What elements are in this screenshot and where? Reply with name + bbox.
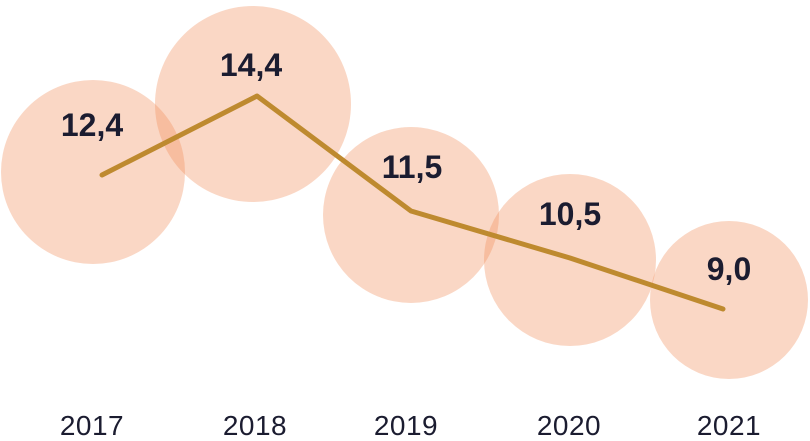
data-bubble-2018 xyxy=(155,6,351,202)
x-axis-label-2019: 2019 xyxy=(374,410,438,441)
data-bubble-2019 xyxy=(323,127,499,303)
value-label-2018: 14,4 xyxy=(220,47,282,83)
x-axis-label-2020: 2020 xyxy=(537,410,601,441)
x-axis-label-2021: 2021 xyxy=(697,410,761,441)
trend-line-layer xyxy=(99,93,726,312)
value-label-2017: 12,4 xyxy=(61,107,123,143)
trend-line xyxy=(99,93,726,312)
data-bubble-2017 xyxy=(1,80,185,264)
data-bubble-2021 xyxy=(650,221,808,379)
value-label-2021: 9,0 xyxy=(707,251,751,287)
value-label-2019: 11,5 xyxy=(382,149,443,185)
x-axis-label-2017: 2017 xyxy=(60,410,124,441)
x-axis-labels-layer: 2017 2018 2019 2020 2021 xyxy=(60,410,761,441)
value-label-2020: 10,5 xyxy=(539,196,601,232)
value-labels-layer: 12,4 14,4 11,5 10,5 9,0 xyxy=(61,47,751,287)
bubbles-layer xyxy=(1,6,808,379)
x-axis-label-2018: 2018 xyxy=(223,410,287,441)
